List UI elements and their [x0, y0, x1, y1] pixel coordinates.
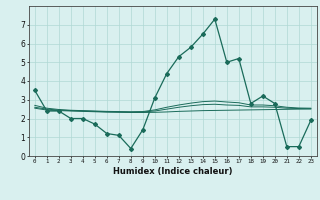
X-axis label: Humidex (Indice chaleur): Humidex (Indice chaleur) — [113, 167, 233, 176]
